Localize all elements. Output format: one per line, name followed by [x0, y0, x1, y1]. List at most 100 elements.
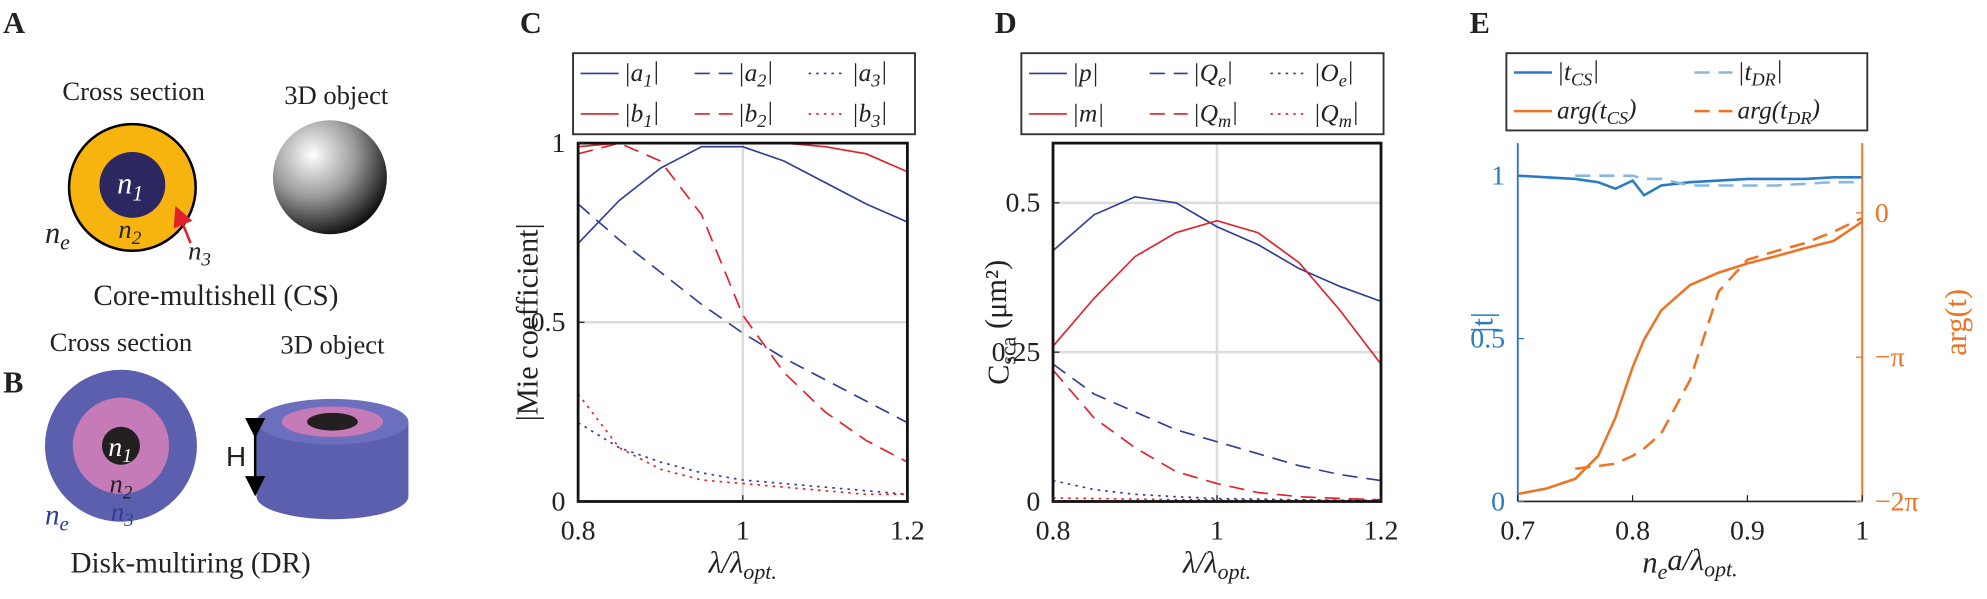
y-tick-label: 1 — [552, 128, 566, 159]
legend: |a1| |a2| |a3||b1| |b2| |b3| — [572, 52, 916, 136]
text-part: | — [1352, 97, 1359, 125]
caption: Core-multishell (CS) — [93, 280, 338, 312]
caption: Disk-multiring (DR) — [71, 547, 311, 579]
text-part: n — [118, 214, 131, 244]
panel-letter: B — [3, 366, 23, 400]
text-part: n — [45, 216, 60, 250]
x-tick-label: 0.8 — [1036, 515, 1071, 546]
y2-tick-label: −π — [1875, 342, 1905, 373]
subscript: 3 — [200, 249, 211, 270]
subscript: opt. — [1704, 557, 1737, 581]
label: Cross section — [62, 76, 204, 106]
series-line — [1052, 369, 1382, 501]
text-part: | — [652, 97, 659, 125]
core — [99, 151, 166, 218]
text-part: n — [111, 496, 124, 526]
y2-tick-label: −2π — [1875, 486, 1919, 517]
text-part: | — [1231, 97, 1238, 125]
text-part: | — [880, 97, 887, 125]
n2: n2 — [118, 214, 141, 249]
n2: n2 — [110, 469, 133, 504]
series-line — [1052, 219, 1382, 365]
subscript: m — [1218, 111, 1231, 131]
text-part: λ/λ — [1182, 545, 1218, 579]
text-part: |Q — [1193, 100, 1218, 128]
legend-label: arg(tCS) — [1557, 95, 1636, 129]
n1: n1 — [108, 432, 132, 467]
legend-box — [572, 52, 916, 136]
y-axis-label: |Mie coefficient| — [511, 223, 545, 421]
series-line — [577, 393, 908, 496]
text-part: | — [1776, 56, 1783, 84]
n3: n3 — [111, 496, 134, 531]
legend-label: |Oe| — [1313, 57, 1353, 91]
legend-label: |a3| — [852, 57, 888, 91]
text-part: |b — [624, 100, 644, 128]
text-part: C — [982, 365, 1016, 385]
legend-box — [1505, 52, 1869, 132]
text-part: n — [108, 432, 122, 463]
x-tick-label: 0.8 — [1615, 515, 1650, 546]
text-part: n — [188, 236, 201, 266]
text-part: | — [1347, 57, 1354, 85]
cylinder-core — [307, 412, 358, 431]
legend-label: |Qm| — [1193, 97, 1238, 131]
text-part: |b — [852, 100, 872, 128]
x-tick-label: 0.7 — [1500, 515, 1535, 546]
legend: |p| |Qe| |Oe||m| |Qm| |Qm| — [1020, 52, 1385, 136]
text-part: a/λ — [1667, 543, 1704, 577]
series-line — [577, 145, 908, 245]
legend-label: |tCS| — [1557, 56, 1599, 90]
x-tick-label: 1 — [1210, 515, 1224, 546]
legend-label: |Qe| — [1193, 57, 1233, 91]
panel-letter: C — [520, 6, 542, 40]
text-part: | — [880, 57, 887, 85]
subscript: 1 — [643, 71, 652, 91]
panel-letter: E — [1470, 6, 1490, 40]
text-part: |t — [1557, 58, 1572, 86]
y-tick-label: 0 — [1491, 486, 1505, 517]
text-part: λ/λ — [708, 545, 744, 579]
subscript: 2 — [757, 111, 766, 131]
subscript: e — [60, 512, 69, 536]
y-axis-label: |t| — [1465, 312, 1499, 333]
series-line — [1575, 216, 1863, 470]
y-tick-label: 0.25 — [992, 337, 1041, 368]
subscript: 1 — [643, 111, 652, 131]
x-axis-label: λ/λopt. — [708, 545, 777, 584]
series-line — [1052, 196, 1382, 303]
text-part: n — [110, 469, 123, 499]
y-tick-label: 0.5 — [1470, 323, 1505, 354]
y-tick-label: 0.5 — [1006, 188, 1041, 219]
text-part: |a — [624, 59, 644, 87]
label: 3D object — [280, 329, 385, 359]
panel-letter: D — [995, 6, 1017, 40]
legend-label: |p| — [1072, 59, 1099, 87]
text-part: | — [766, 57, 773, 85]
subscript: 1 — [122, 445, 132, 467]
panel-a: A Cross section 3D object n1 n2 n3 ne Co… — [3, 6, 389, 312]
text-part: n — [1642, 545, 1657, 579]
panel-b: B Cross section 3D object n1 n2 n3 ne H … — [3, 327, 409, 579]
y-tick-label: 0 — [552, 486, 566, 517]
text-part: | — [1592, 56, 1599, 84]
ne: ne — [45, 499, 69, 535]
series-line — [1052, 363, 1382, 482]
text-part: |a — [738, 59, 758, 87]
subscript: sca — [996, 336, 1020, 364]
legend-label: |m| — [1072, 100, 1104, 128]
subscript: e — [1339, 71, 1347, 91]
subscript: 2 — [757, 71, 766, 91]
series-line — [577, 421, 908, 496]
y-tick-label: 0 — [1026, 486, 1040, 517]
panel-letter: A — [3, 6, 25, 40]
series-line — [1517, 174, 1863, 197]
sphere — [272, 120, 387, 235]
legend-label: |b1| — [624, 97, 660, 131]
subscript: 2 — [123, 482, 133, 503]
subscript: e — [60, 231, 70, 255]
subscript: DR — [1751, 70, 1776, 90]
series-line — [1575, 174, 1863, 187]
